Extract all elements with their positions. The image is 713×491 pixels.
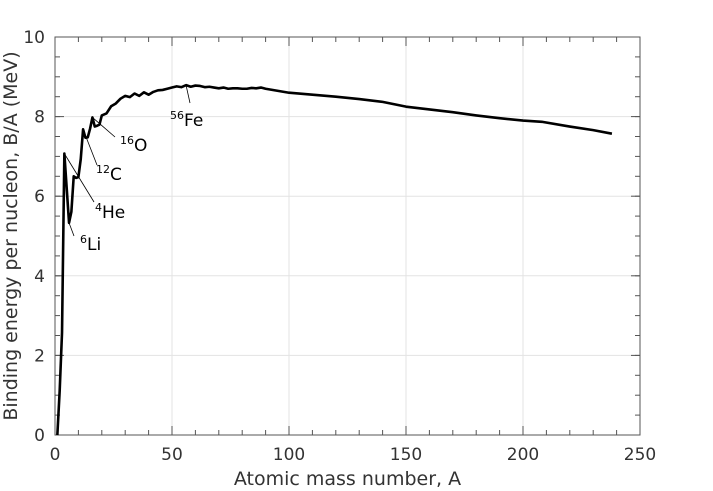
annotation-he-label: 4He (95, 201, 125, 223)
x-tick-label: 100 (273, 445, 305, 465)
x-tick-label: 250 (624, 445, 656, 465)
plot-frame (54, 36, 641, 436)
annotation-element-symbol: O (134, 136, 147, 156)
isotope-annotations: 6Li 4He 12C 16O 56Fe (64, 85, 203, 255)
annotation-mass-number: 4 (95, 201, 102, 214)
annotation-leader-line (82, 129, 98, 166)
y-tick-label: 0 (34, 426, 45, 446)
annotation-mass-number: 12 (96, 163, 110, 176)
x-tick-label: 50 (161, 445, 183, 465)
x-tick-label: 0 (50, 445, 61, 465)
annotation-o-label: 16O (120, 134, 147, 156)
x-axis-title: Atomic mass number, A (234, 468, 461, 490)
annotation-fe-label: 56Fe (170, 109, 203, 131)
annotation-li-label: 6Li (80, 233, 101, 255)
y-tick-label: 2 (34, 346, 45, 366)
y-tick-label: 10 (23, 28, 45, 48)
y-tick-label: 4 (34, 267, 45, 287)
x-tick-labels: 0 50 100 150 200 250 (50, 445, 657, 465)
x-tick-label: 200 (507, 445, 539, 465)
x-tick-label: 150 (390, 445, 422, 465)
y-axis-title: Binding energy per nucleon, B/A (MeV) (0, 51, 22, 420)
annotation-mass-number: 6 (80, 233, 87, 246)
y-tick-label: 6 (34, 187, 45, 207)
annotation-leader-line (68, 222, 75, 237)
y-tick-label: 8 (34, 108, 45, 128)
annotation-c-label: 12C (96, 163, 122, 185)
annotation-leader-line (185, 85, 191, 104)
annotation-element-symbol: Fe (184, 111, 203, 131)
annotation-element-symbol: Li (87, 235, 101, 255)
annotation-leader-line (92, 117, 116, 138)
annotation-element-symbol: C (110, 165, 122, 185)
annotation-mass-number: 56 (170, 109, 184, 122)
y-tick-labels: 0 2 4 6 8 10 (23, 28, 45, 446)
annotation-leader-line (64, 153, 95, 203)
annotation-mass-number: 16 (120, 134, 134, 147)
annotation-element-symbol: He (102, 203, 125, 223)
